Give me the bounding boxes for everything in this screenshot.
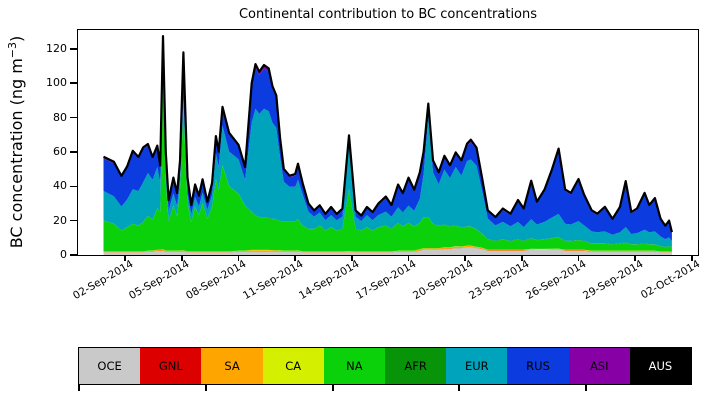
- x-axis-tick: [464, 255, 466, 261]
- x-axis-tick: [577, 255, 580, 261]
- y-axis-tick: [70, 254, 77, 256]
- legend-item-label: ASI: [589, 359, 609, 373]
- legend-axis-tick: [585, 385, 587, 391]
- x-axis-tick: [181, 255, 183, 261]
- x-axis-tick-label-text: 08-Sep-2014: [184, 258, 249, 303]
- legend-item-label: RUS: [526, 359, 550, 373]
- y-axis-tick-label: 20: [53, 213, 67, 227]
- y-axis-tick: [70, 48, 77, 50]
- legend-item-ca: CA: [262, 348, 324, 384]
- y-axis-tick: [70, 116, 77, 119]
- legend-item-sa: SA: [201, 348, 263, 384]
- x-axis-tick: [521, 255, 523, 261]
- plot-area: [76, 28, 699, 256]
- stacked-area-chart: [78, 30, 698, 255]
- legend-item-eur: EUR: [446, 348, 508, 384]
- y-axis-tick-label: 120: [46, 41, 67, 55]
- legend-item-label: AUS: [648, 359, 673, 373]
- x-axis-tick: [124, 255, 126, 261]
- legend-item-rus: RUS: [507, 348, 569, 384]
- x-axis-tick-label-text: 14-Sep-2014: [297, 258, 362, 303]
- y-axis-tick-label: 60: [53, 144, 67, 158]
- x-axis-tick-label-text: 11-Sep-2014: [240, 258, 306, 303]
- legend-item-label: CA: [285, 359, 302, 373]
- area-eur: [103, 71, 672, 247]
- legend-item-label: SA: [224, 359, 240, 373]
- legend-item-label: AFR: [404, 359, 427, 373]
- total-line: [103, 36, 671, 232]
- legend-axis-tick: [205, 385, 207, 391]
- y-axis-tick-label: 80: [53, 110, 67, 124]
- y-axis-tick-label: 100: [46, 76, 67, 90]
- legend-item-label: OCE: [97, 359, 122, 373]
- y-axis-tick-label: 0: [60, 248, 67, 261]
- x-axis-tick-label-text: 05-Sep-2014: [127, 258, 192, 303]
- area-na: [103, 82, 672, 252]
- x-axis-tick: [237, 255, 240, 261]
- y-axis-tick: [70, 219, 77, 222]
- x-axis-tick: [634, 255, 636, 261]
- x-axis-tick-label-text: 29-Sep-2014: [580, 258, 646, 303]
- area-oce: [103, 246, 672, 255]
- legend-item-gnl: GNL: [140, 348, 202, 384]
- y-axis-tick: [70, 82, 77, 84]
- x-axis-tick-label-text: 20-Sep-2014: [410, 258, 476, 303]
- legend-item-aus: AUS: [629, 348, 692, 384]
- x-axis-tick-label-text: 17-Sep-2014: [354, 258, 419, 303]
- x-axis-tick-label-text: 23-Sep-2014: [467, 258, 532, 303]
- legend-item-afr: AFR: [385, 348, 447, 384]
- area-rus: [103, 40, 672, 241]
- legend-item-label: NA: [346, 359, 363, 373]
- legend-item-oce: OCE: [79, 348, 141, 384]
- y-axis-label-superscript: −3: [5, 41, 19, 59]
- x-axis-tick-label-text: 02-Sep-2014: [70, 258, 136, 303]
- x-axis-tick: [294, 255, 296, 261]
- area-gnl: [103, 246, 672, 252]
- area-sa: [103, 245, 672, 252]
- legend-item-na: NA: [323, 348, 386, 384]
- x-axis-tick: [407, 255, 410, 261]
- y-axis-tick-label: 40: [53, 179, 67, 193]
- legend-item-label: GNL: [158, 359, 183, 373]
- y-axis-tick: [70, 185, 77, 188]
- x-axis-tick-label-text: 26-Sep-2014: [524, 258, 589, 303]
- area-ca: [103, 245, 672, 252]
- x-axis-tick: [351, 255, 353, 261]
- y-axis-tick: [70, 151, 77, 153]
- legend-item-asi: ASI: [568, 348, 630, 384]
- legend-axis-tick: [78, 385, 80, 391]
- area-afr: [103, 82, 672, 247]
- x-axis-tick: [691, 255, 693, 261]
- legend-axis-tick: [458, 385, 460, 391]
- legend-axis-tick: [332, 385, 334, 391]
- legend-item-label: EUR: [464, 359, 489, 373]
- x-axis-tick-label-text: 02-Oct-2014: [638, 258, 702, 302]
- legend: OCE GNL SA CA NA AFR EUR RUS ASI AUS: [78, 347, 692, 385]
- chart-title: Continental contribution to BC concentra…: [238, 7, 538, 22]
